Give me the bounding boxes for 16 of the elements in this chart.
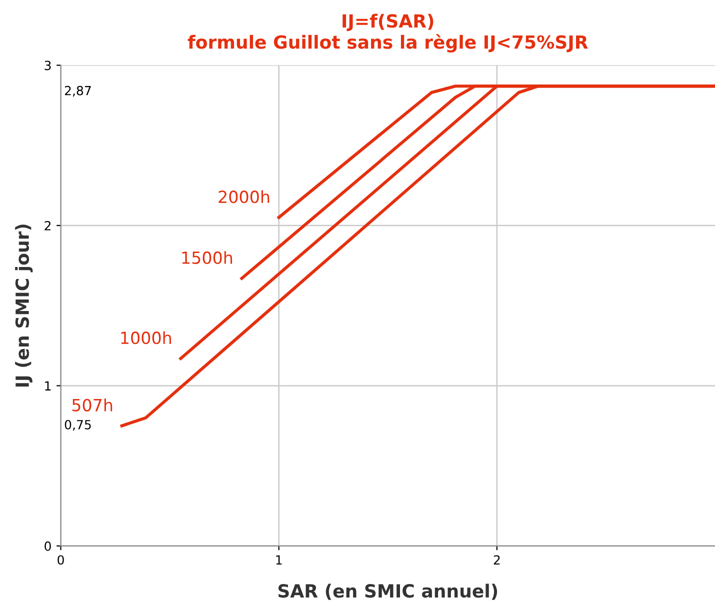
annotation: 2,87 xyxy=(64,86,91,97)
x-tick-label: 1 xyxy=(276,555,282,564)
series-label: 1000h xyxy=(121,331,171,344)
annotation: 0,75 xyxy=(64,420,91,431)
y-tick-label: 1 xyxy=(45,381,51,390)
y-tick-label: 0 xyxy=(44,541,51,551)
series-label: 2000h xyxy=(218,190,270,204)
y-tick-label: 3 xyxy=(44,60,51,70)
y-axis-title: IJ (en SMIC jour) xyxy=(15,224,33,387)
series-label: 1500h xyxy=(182,251,232,264)
chart-title: IJ=f(SAR) formule Guillot sans la règle IJ<75%SJR xyxy=(188,14,588,52)
series-label: 507h xyxy=(72,398,112,412)
x-tick-label: 2 xyxy=(494,555,500,564)
x-axis-title: SAR (en SMIC annuel) xyxy=(278,584,498,600)
y-tick-label: 2 xyxy=(44,220,50,230)
x-tick-label: 0 xyxy=(58,555,64,565)
